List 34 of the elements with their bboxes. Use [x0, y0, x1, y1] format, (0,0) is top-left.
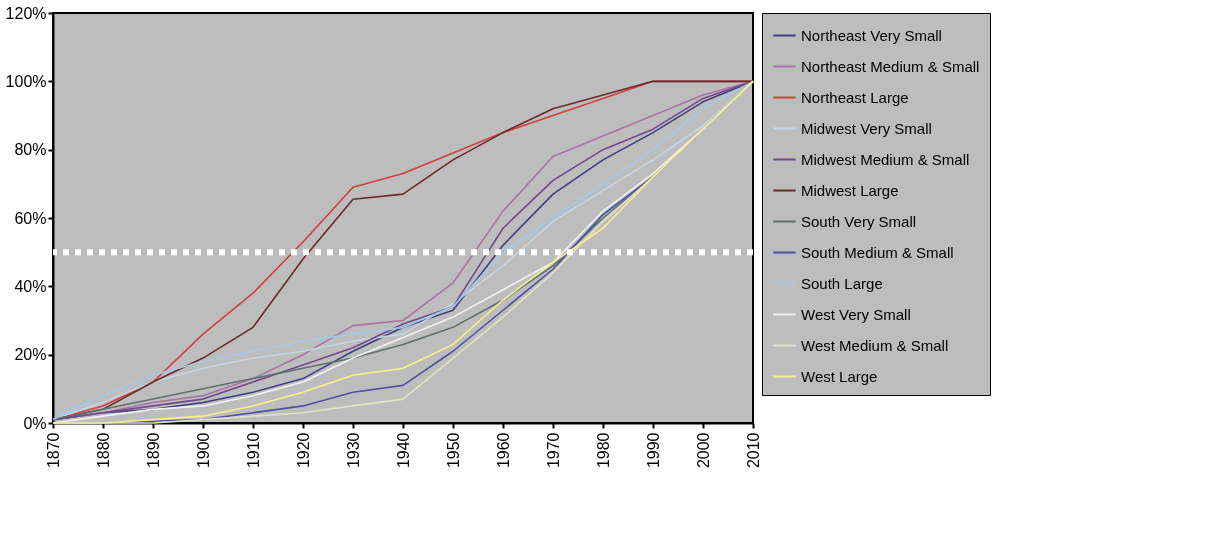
- legend-label: Northeast Large: [801, 88, 909, 106]
- legend-label: South Very Small: [801, 212, 917, 230]
- x-tick-label: 1900: [194, 432, 212, 469]
- x-tick-label: 1970: [544, 432, 562, 469]
- x-tick-label: 1880: [94, 432, 112, 469]
- legend-label: South Large: [801, 274, 883, 292]
- legend-label: West Medium & Small: [801, 336, 949, 354]
- x-tick-label: 1940: [394, 432, 412, 469]
- y-tick-label: 100%: [5, 72, 47, 90]
- legend-label: West Very Small: [801, 305, 911, 323]
- y-tick-label: 0%: [23, 414, 47, 432]
- x-tick-label: 1980: [594, 432, 612, 469]
- y-tick-label: 40%: [14, 277, 47, 295]
- x-tick-label: 2000: [694, 432, 712, 469]
- legend-label: Northeast Medium & Small: [801, 57, 980, 75]
- x-tick-label: 2010: [744, 432, 762, 469]
- y-tick-label: 80%: [14, 141, 47, 159]
- legend-label: West Large: [801, 367, 878, 385]
- x-tick-label: 1870: [44, 432, 62, 469]
- legend-label: South Medium & Small: [801, 243, 954, 261]
- legend-label: Midwest Very Small: [801, 119, 932, 137]
- legend-label: Northeast Very Small: [801, 26, 942, 44]
- legend-label: Midwest Large: [801, 181, 899, 199]
- x-tick-label: 1890: [144, 432, 162, 469]
- y-tick-label: 20%: [14, 346, 47, 364]
- y-tick-label: 120%: [5, 4, 47, 22]
- x-tick-label: 1910: [244, 432, 262, 469]
- y-tick-label: 60%: [14, 209, 47, 227]
- x-tick-label: 1930: [344, 432, 362, 469]
- x-tick-label: 1920: [294, 432, 312, 469]
- legend-label: Midwest Medium & Small: [801, 150, 970, 168]
- x-tick-label: 1990: [644, 432, 662, 469]
- x-tick-label: 1960: [494, 432, 512, 469]
- x-tick-label: 1950: [444, 432, 462, 469]
